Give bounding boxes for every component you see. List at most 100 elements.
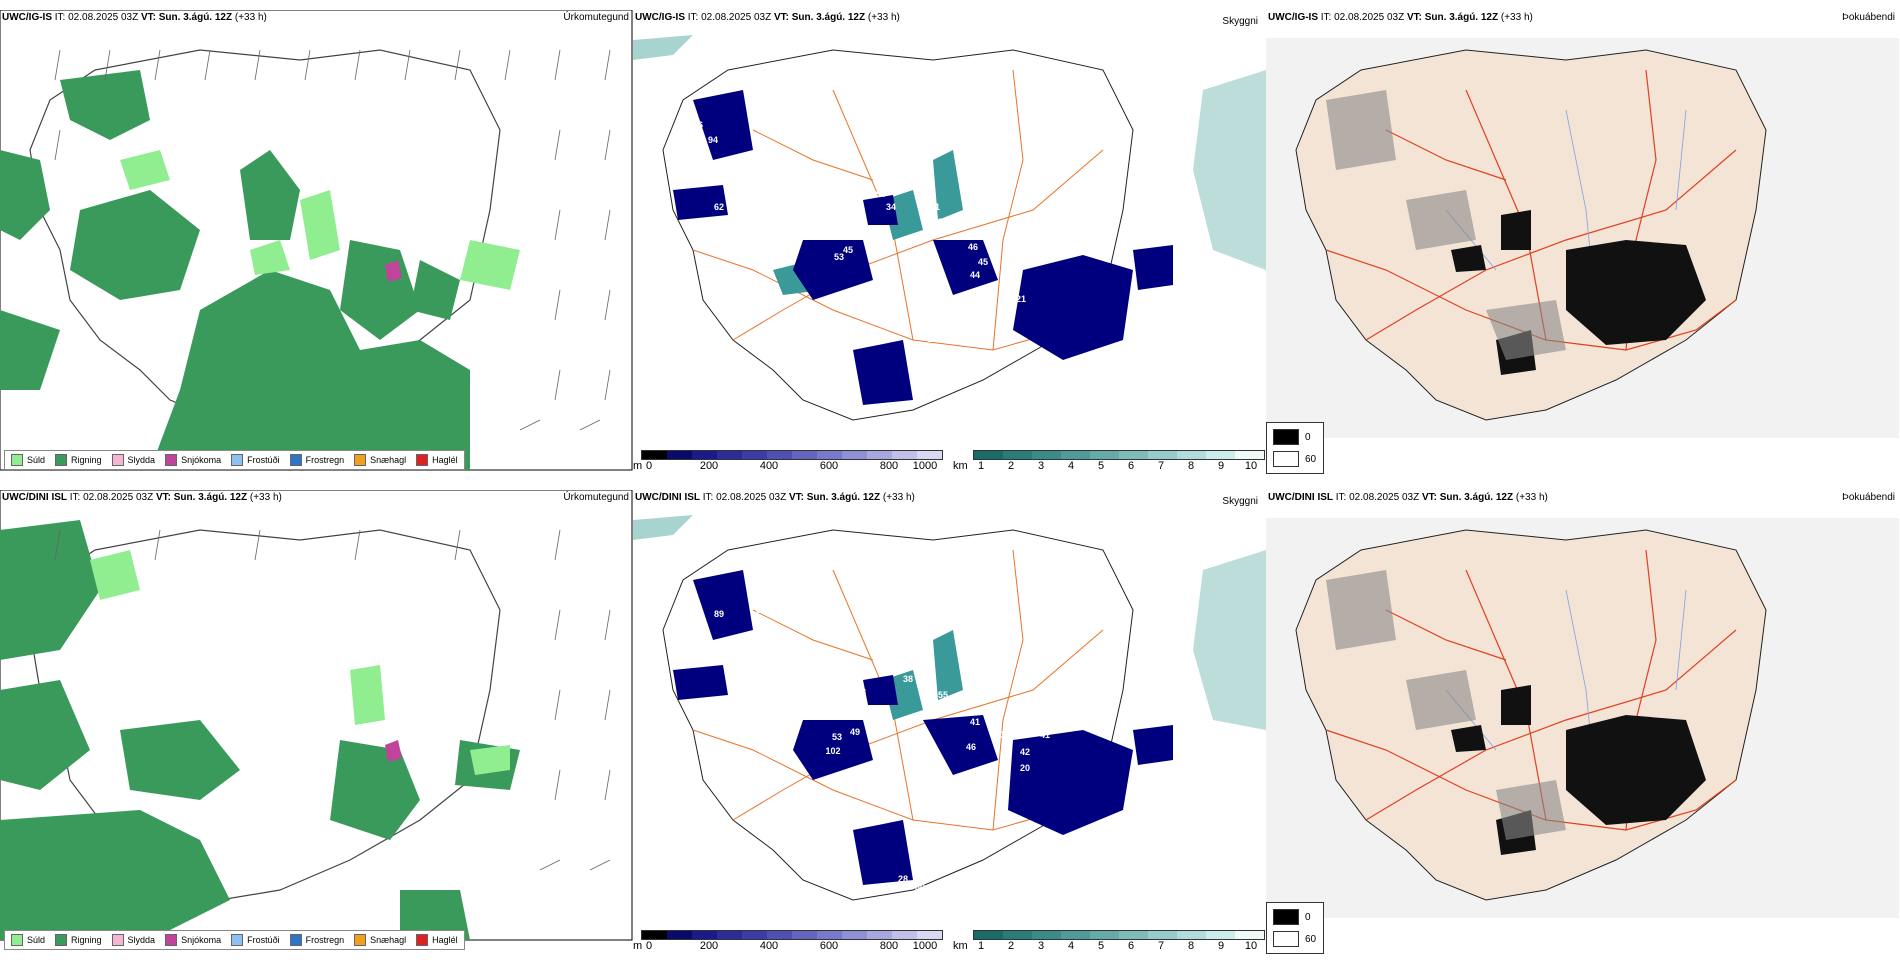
fog-swatch-dark [1273, 909, 1299, 925]
fog-legend-min: 0 [1305, 911, 1311, 923]
panel-title: Skyggni [1222, 16, 1258, 27]
cloud-base-label: 34 [886, 202, 896, 212]
cloud-base-label: 46 [966, 742, 976, 752]
visibility-tick: 9 [1217, 940, 1225, 952]
cloud-base-label: 94 [708, 135, 718, 145]
visibility-tick: 5 [1097, 460, 1105, 472]
height-tick: 400 [759, 460, 779, 472]
cloud-base-label: 38 [903, 674, 913, 684]
wind-barbs [54, 49, 611, 431]
visibility-tick: 6 [1127, 460, 1135, 472]
cloud-base-label: 30 [915, 882, 925, 892]
drizzle-areas [90, 550, 510, 775]
cloud-base-label: 28 [874, 332, 884, 342]
height-unit: m [633, 460, 643, 472]
legend-item-frostudi: Frostúði [231, 454, 280, 466]
panel-title: Þokuábendi [1842, 12, 1895, 23]
cloud-base-label: 45 [843, 245, 853, 255]
precip-legend: Súld Rigning Slydda Snjókoma Frostúði Fr… [4, 930, 465, 950]
panel-header: UWC/IG-IS IT: 02.08.2025 03Z VT: Sun. 3.… [635, 12, 900, 23]
low-cloud-areas [673, 90, 1173, 405]
cloud-base-label: 45 [1093, 710, 1103, 720]
height-tick: 0 [645, 940, 653, 952]
visibility-tick: 1 [977, 940, 985, 952]
fog-legend-min: 0 [1305, 431, 1311, 443]
cloud-base-label: 41 [837, 709, 847, 719]
cloud-base-label: 45 [918, 854, 928, 864]
height-colorbar: m 0 200 400 600 800 1000 [633, 448, 943, 480]
visibility-colorbar-scale [973, 450, 1265, 460]
cloud-base-label: 28 [856, 687, 866, 697]
visibility-tick: 2 [1007, 940, 1015, 952]
fog-map [1266, 518, 1899, 918]
legend-item-sudld: Súld [11, 934, 45, 946]
legend-item-slydda: Slydda [111, 934, 155, 946]
legend-item-haglel: Haglél [416, 934, 458, 946]
panel-visibility-top: 34 50 46 45 44 54 44 21 57 88 40 28 25 45 53 31 62 50 76 94… [633, 10, 1266, 480]
visibility-tick: 10 [1244, 460, 1258, 472]
legend-item-rigning: Rigning [55, 454, 102, 466]
cloud-base-label: 62 [714, 202, 724, 212]
fog-legend: 0 60 [1266, 902, 1324, 954]
cloud-base-label: 33 [1073, 717, 1083, 727]
cloud-base-label: 35 [1000, 730, 1010, 740]
visibility-unit: km [953, 460, 968, 472]
visibility-tick: 4 [1067, 940, 1075, 952]
cloud-base-label: 53 [832, 732, 842, 742]
visibility-tick: 10 [1244, 940, 1258, 952]
fog-swatch-light [1273, 931, 1299, 947]
height-tick: 200 [699, 940, 719, 952]
fog-legend: 0 60 [1266, 422, 1324, 474]
cloud-base-label: 76 [693, 120, 703, 130]
cloud-base-labels: 3855414635424133452035452830414953102288… [714, 605, 1103, 892]
low-cloud-areas [673, 570, 1173, 885]
legend-item-frostregn: Frostregn [289, 934, 344, 946]
legend-item-slydda: Slydda [111, 454, 155, 466]
visibility-unit: km [953, 940, 968, 952]
height-tick: 800 [879, 460, 899, 472]
fog-moderate-areas [1326, 90, 1566, 360]
legend-item-snaehagl: Snæhagl [354, 454, 406, 466]
legend-item-snjokoma: Snjókoma [165, 454, 221, 466]
cloud-base-label: 86 [756, 605, 766, 615]
panel-visibility-bottom: 38 55 41 46 35 42 41 33 45 20 35 45 28 30 41 49 53 102 28 8… [633, 490, 1266, 960]
cloud-base-label: 40 [874, 312, 884, 322]
panel-header: UWC/IG-IS IT: 02.08.2025 03Z VT: Sun. 3.… [2, 12, 267, 23]
cloud-base-label: 44 [1071, 234, 1081, 244]
cloud-base-label: 102 [825, 746, 840, 756]
cloud-base-label: 42 [1020, 747, 1030, 757]
cloud-base-label: 20 [1020, 763, 1030, 773]
cloud-base-label: 49 [850, 727, 860, 737]
rain-areas [0, 70, 470, 470]
panel-fog-top: UWC/IG-IS IT: 02.08.2025 03Z VT: Sun. 3.… [1266, 10, 1899, 480]
panel-fog-bottom: UWC/DINI ISL IT: 02.08.2025 03Z VT: Sun.… [1266, 490, 1899, 960]
legend-item-rigning: Rigning [55, 934, 102, 946]
height-tick: 1000 [912, 460, 938, 472]
snow-area [385, 260, 402, 282]
cloud-base-label: 28 [898, 874, 908, 884]
cloud-base-label: 44 [970, 270, 980, 280]
cloud-base-label: 21 [1016, 294, 1026, 304]
cloud-base-label: 41 [970, 717, 980, 727]
panel-header: UWC/DINI ISL IT: 02.08.2025 03Z VT: Sun.… [635, 492, 915, 503]
visibility-colorbar-scale [973, 930, 1265, 940]
precip-map [0, 490, 633, 941]
fog-swatch-light [1273, 451, 1299, 467]
visibility-tick: 6 [1127, 940, 1135, 952]
height-unit: m [633, 940, 643, 952]
cloud-base-label: 54 [1025, 254, 1035, 264]
visibility-tick: 2 [1007, 460, 1015, 472]
panel-precip-bottom: UWC/DINI ISL IT: 02.08.2025 03Z VT: Sun.… [0, 490, 633, 960]
cloud-base-label: 55 [938, 690, 948, 700]
cloud-base-label: 89 [714, 609, 724, 619]
panel-header: UWC/DINI ISL IT: 02.08.2025 03Z VT: Sun.… [1268, 492, 1548, 503]
visibility-colorbar: km 1 2 3 4 5 6 7 8 9 10 [953, 928, 1266, 960]
cloud-base-label: 31 [930, 202, 940, 212]
cloud-base-label: 55 [774, 605, 784, 615]
visibility-tick: 3 [1037, 940, 1045, 952]
visibility-tick: 8 [1187, 940, 1195, 952]
precip-map [0, 10, 633, 471]
panel-title: Þokuábendi [1842, 492, 1895, 503]
cloud-base-label: 88 [926, 302, 936, 312]
